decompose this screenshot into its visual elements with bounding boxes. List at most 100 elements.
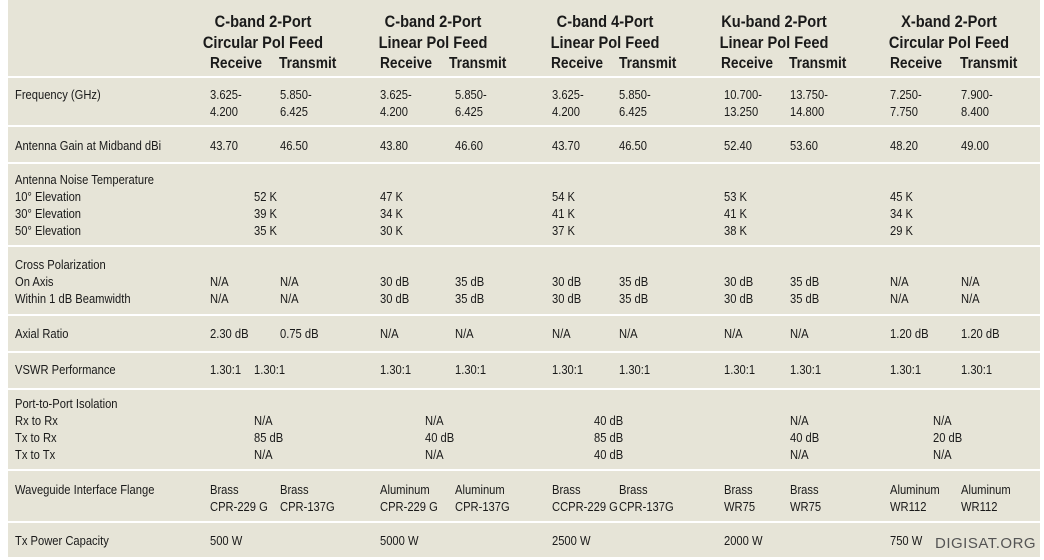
- cell-xpol: N/A: [280, 291, 299, 306]
- col-header-3-line1: C-band 4-Port: [556, 12, 654, 31]
- col-header-4-line1: Ku-band 2-Port: [721, 12, 827, 31]
- cell-isolation: 40 dB: [790, 430, 820, 445]
- cell-flange: Brass: [280, 482, 309, 497]
- cell-frequency: 6.425: [455, 104, 483, 119]
- cell-vswr: 1.30:1: [254, 362, 286, 377]
- cell-isolation: 40 dB: [425, 430, 455, 445]
- cell-gain: 48.20: [890, 138, 918, 153]
- cell-flange: Brass: [210, 482, 239, 497]
- cell-flange: Aluminum: [890, 482, 940, 497]
- cell-noise: 35 K: [254, 223, 278, 238]
- header-band: [8, 0, 1040, 76]
- cell-isolation: N/A: [425, 413, 444, 428]
- cell-gain: 52.40: [724, 138, 752, 153]
- cell-noise: 34 K: [890, 206, 914, 221]
- cell-flange: Aluminum: [455, 482, 505, 497]
- cell-flange: Brass: [552, 482, 581, 497]
- cell-isolation: 40 dB: [594, 447, 624, 462]
- cell-noise: 54 K: [552, 189, 576, 204]
- cell-vswr: 1.30:1: [724, 362, 756, 377]
- cell-axial: N/A: [619, 326, 638, 341]
- cell-frequency: 8.400: [961, 104, 989, 119]
- cell-frequency: 6.425: [619, 104, 647, 119]
- cell-noise: 47 K: [380, 189, 404, 204]
- cell-flange: Brass: [724, 482, 753, 497]
- cell-noise: 37 K: [552, 223, 576, 238]
- cell-axial: N/A: [552, 326, 571, 341]
- cell-frequency: 7.750: [890, 104, 918, 119]
- row-sublabel-isolation: Rx to Rx: [15, 413, 58, 428]
- cell-xpol: N/A: [210, 291, 229, 306]
- cell-vswr: 1.30:1: [890, 362, 922, 377]
- col-header-3-receive: Receive: [551, 55, 604, 72]
- row-band-flange: [8, 471, 1040, 521]
- row-band-frequency: [8, 78, 1040, 125]
- cell-flange: WR75: [724, 499, 756, 514]
- col-header-4-receive: Receive: [721, 55, 774, 72]
- cell-gain: 43.70: [210, 138, 238, 153]
- col-header-5-receive: Receive: [890, 55, 943, 72]
- cell-xpol: 35 dB: [455, 274, 485, 289]
- cell-xpol: N/A: [890, 291, 909, 306]
- cell-noise: 41 K: [552, 206, 576, 221]
- cell-xpol: 30 dB: [724, 291, 754, 306]
- col-header-1-line2: Circular Pol Feed: [202, 33, 324, 52]
- row-sublabel-xpol: Within 1 dB Beamwidth: [15, 291, 131, 306]
- cell-axial: 1.20 dB: [961, 326, 1000, 341]
- row-label-frequency: Frequency (GHz): [15, 87, 101, 102]
- cell-flange: WR112: [961, 499, 998, 514]
- row-label-axial: Axial Ratio: [15, 326, 69, 341]
- row-band-vswr: [8, 353, 1040, 388]
- cell-xpol: N/A: [210, 274, 229, 289]
- cell-axial: N/A: [455, 326, 474, 341]
- cell-xpol: N/A: [890, 274, 909, 289]
- cell-frequency: 5.850-: [619, 87, 651, 102]
- cell-vswr: 1.30:1: [552, 362, 584, 377]
- cell-vswr: 1.30:1: [210, 362, 242, 377]
- row-label-noise: Antenna Noise Temperature: [15, 172, 155, 187]
- col-header-1-transmit: Transmit: [279, 55, 337, 72]
- row-label-xpol: Cross Polarization: [15, 257, 106, 272]
- row-band-axial: [8, 316, 1040, 351]
- col-header-4-transmit: Transmit: [789, 55, 847, 72]
- col-header-5-line1: X-band 2-Port: [901, 12, 997, 31]
- row-label-flange: Waveguide Interface Flange: [15, 482, 155, 497]
- cell-xpol: 35 dB: [619, 291, 649, 306]
- cell-power: 2500 W: [552, 533, 591, 548]
- cell-frequency: 14.800: [790, 104, 825, 119]
- cell-frequency: 7.250-: [890, 87, 922, 102]
- col-header-1-line1: C-band 2-Port: [214, 12, 312, 31]
- cell-xpol: N/A: [961, 291, 980, 306]
- cell-gain: 46.50: [619, 138, 647, 153]
- cell-noise: 29 K: [890, 223, 914, 238]
- cell-xpol: N/A: [961, 274, 980, 289]
- cell-flange: CPR-137G: [280, 499, 335, 514]
- cell-axial: N/A: [790, 326, 809, 341]
- cell-axial: 2.30 dB: [210, 326, 249, 341]
- cell-isolation: N/A: [790, 413, 809, 428]
- col-header-5-transmit: Transmit: [960, 55, 1018, 72]
- col-header-2-receive: Receive: [380, 55, 433, 72]
- cell-frequency: 6.425: [280, 104, 308, 119]
- row-band-noise: [8, 164, 1040, 245]
- cell-xpol: 35 dB: [790, 291, 820, 306]
- cell-frequency: 13.250: [724, 104, 759, 119]
- row-sublabel-isolation: Tx to Rx: [15, 430, 57, 445]
- cell-noise: 41 K: [724, 206, 748, 221]
- cell-vswr: 1.30:1: [961, 362, 993, 377]
- cell-gain: 53.60: [790, 138, 818, 153]
- cell-axial: 0.75 dB: [280, 326, 319, 341]
- cell-flange: CCPR-229 G: [552, 499, 618, 514]
- cell-noise: 38 K: [724, 223, 748, 238]
- cell-isolation: N/A: [790, 447, 809, 462]
- col-header-3-transmit: Transmit: [619, 55, 677, 72]
- cell-power: 750 W: [890, 533, 923, 548]
- cell-noise: 30 K: [380, 223, 404, 238]
- watermark: DIGISAT.ORG: [935, 535, 1037, 552]
- row-label-gain: Antenna Gain at Midband dBi: [15, 138, 162, 153]
- cell-frequency: 3.625-: [210, 87, 242, 102]
- cell-noise: 39 K: [254, 206, 278, 221]
- cell-flange: Brass: [619, 482, 648, 497]
- cell-noise: 34 K: [380, 206, 404, 221]
- col-header-3-line2: Linear Pol Feed: [550, 33, 660, 52]
